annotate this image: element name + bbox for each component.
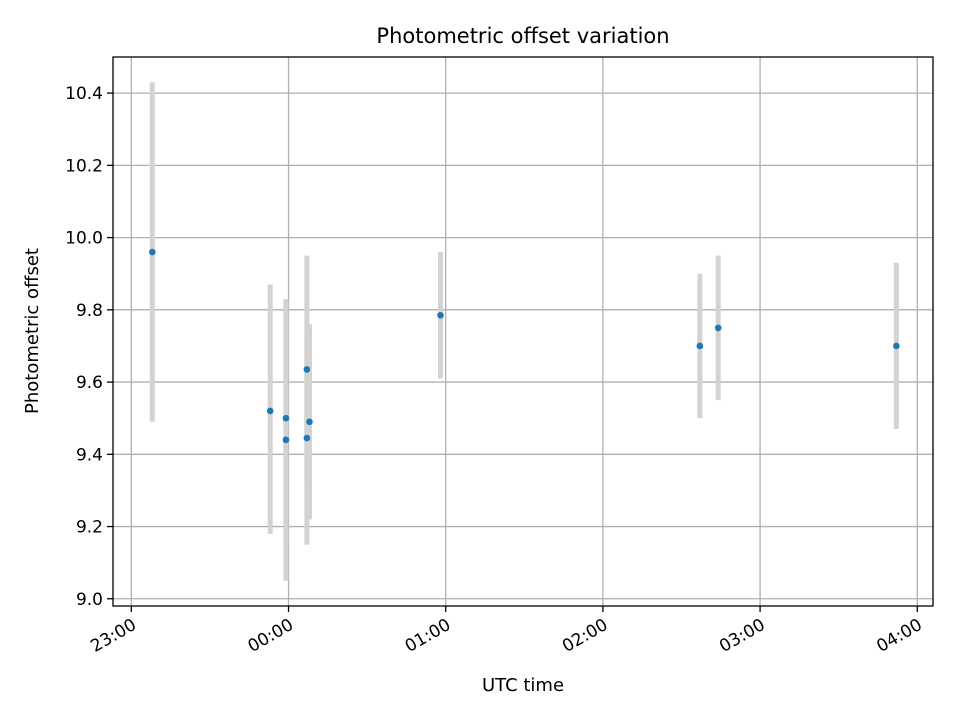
chart-title: Photometric offset variation <box>376 24 669 48</box>
data-point <box>266 407 274 415</box>
data-point <box>282 436 290 444</box>
data-point <box>714 324 722 332</box>
data-point <box>303 434 311 442</box>
data-point <box>437 311 444 319</box>
data-point <box>696 342 704 350</box>
point-layer <box>148 248 900 444</box>
data-point <box>148 248 156 256</box>
x-axis-label: UTC time <box>482 675 564 696</box>
data-point <box>893 342 900 350</box>
plot-frame <box>112 56 934 607</box>
y-tick-label: 10.0 <box>65 229 103 249</box>
data-point <box>282 414 290 422</box>
grid-layer <box>113 57 933 606</box>
data-point <box>306 418 313 426</box>
y-tick-label: 10.4 <box>65 84 103 104</box>
y-tick-label: 9.0 <box>76 590 103 610</box>
y-tick-label: 9.8 <box>76 301 103 321</box>
y-tick-label: 9.6 <box>76 373 103 393</box>
data-point <box>303 366 311 373</box>
y-axis-label: Photometric offset <box>22 248 43 414</box>
y-tick-label: 9.4 <box>76 445 103 465</box>
y-tick-label: 9.2 <box>76 518 103 538</box>
y-tick-label: 10.2 <box>65 156 103 176</box>
